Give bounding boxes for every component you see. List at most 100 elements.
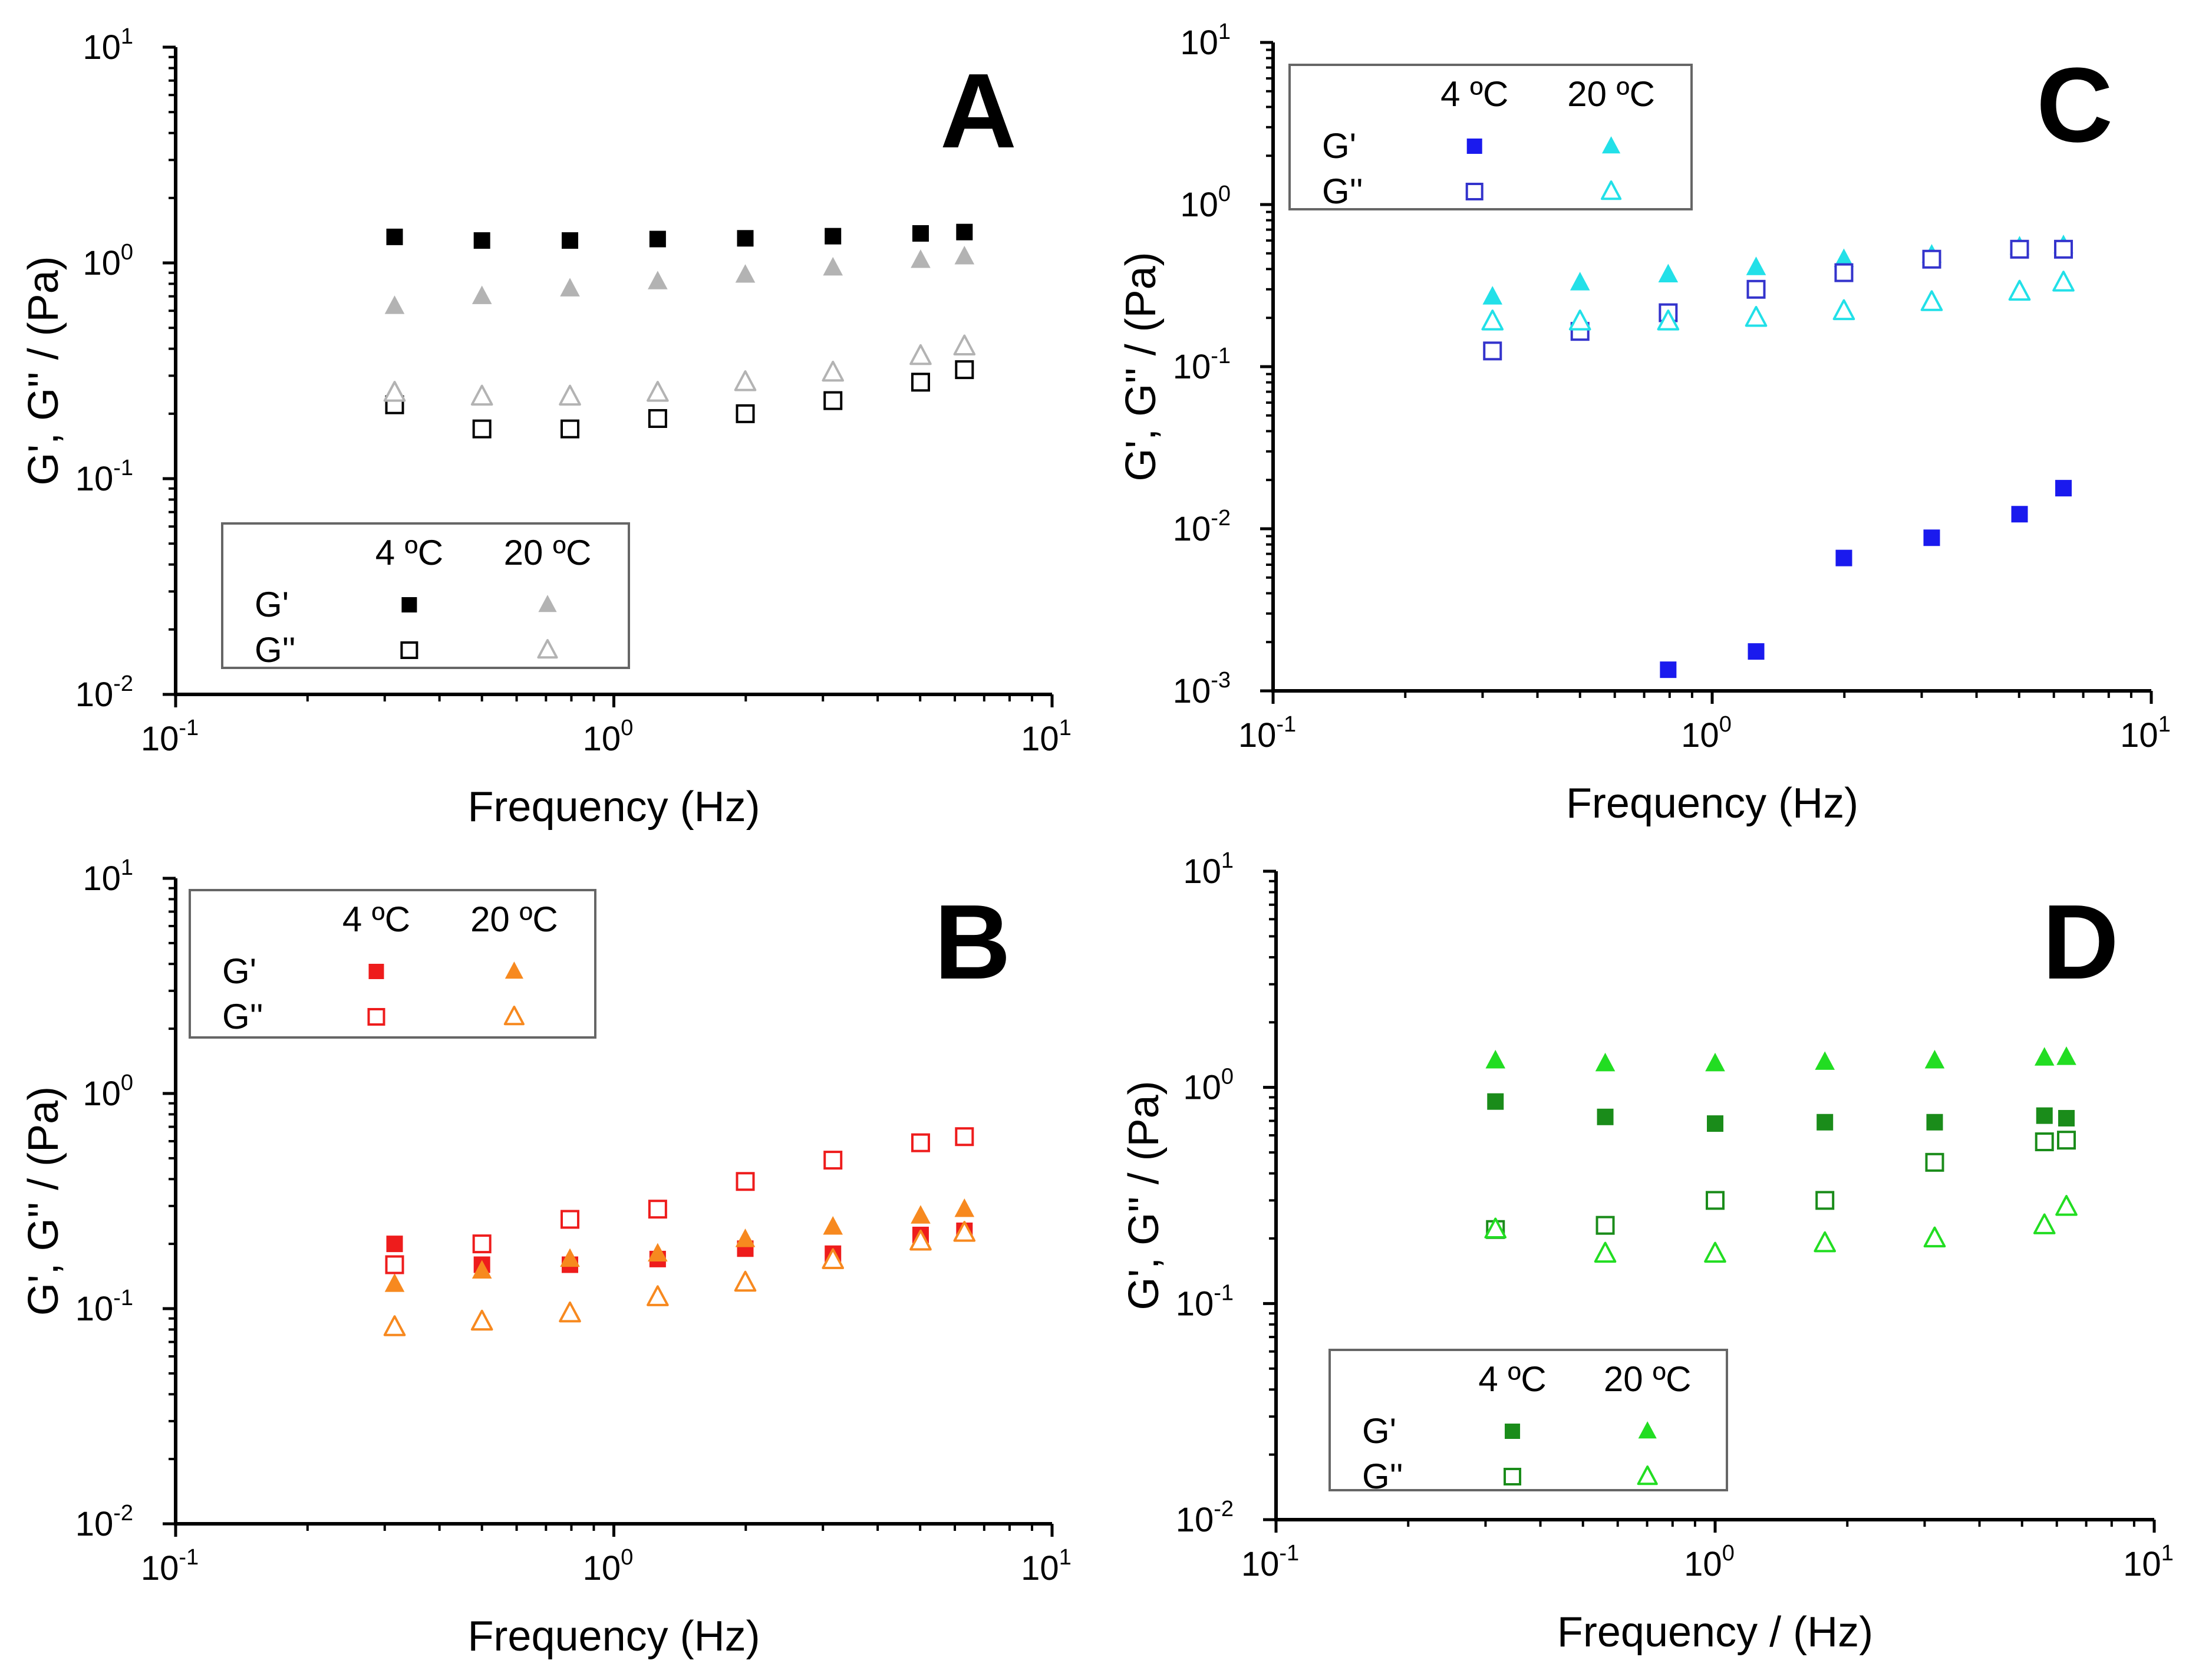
- data-point: [1594, 1241, 1617, 1263]
- data-point: [953, 1221, 976, 1242]
- y-tick-label: 10-1: [75, 456, 133, 498]
- data-point: [912, 225, 929, 242]
- data-point: [909, 344, 932, 365]
- panel-letter: D: [2042, 883, 2119, 1002]
- panel-letter: B: [934, 883, 1011, 1002]
- data-point: [470, 384, 493, 406]
- legend-row-gprime: G': [1322, 126, 1356, 166]
- data-point: [953, 334, 976, 355]
- legend-marker: [1465, 183, 1483, 200]
- data-point: [2055, 480, 2072, 497]
- data-point: [560, 278, 580, 297]
- y-tick-label: 10-1: [1173, 344, 1231, 386]
- data-point: [1597, 1108, 1614, 1125]
- legend-marker: [368, 964, 384, 979]
- data-point: [649, 230, 666, 248]
- data-point: [472, 285, 492, 304]
- x-axis-title: Frequency (Hz): [467, 1613, 760, 1660]
- x-tick-label: 100: [583, 716, 634, 758]
- data-point: [823, 256, 843, 276]
- legend-col-20c: 20 ºC: [1567, 74, 1655, 114]
- data-point: [1704, 1241, 1726, 1263]
- legend-box: [221, 522, 630, 669]
- data-point: [1835, 549, 1852, 566]
- data-point: [825, 228, 842, 245]
- data-point: [1568, 309, 1591, 331]
- y-tick-label: 100: [83, 240, 133, 282]
- series-g-20-c: [1484, 1195, 2078, 1263]
- x-tick-label: 100: [583, 1545, 634, 1587]
- data-point: [1595, 1215, 1615, 1235]
- legend-marker: [503, 1006, 525, 1026]
- series-g-20-c: [384, 246, 975, 314]
- data-point: [1817, 1114, 1834, 1131]
- y-tick-label: 10-2: [75, 1501, 133, 1543]
- legend-row-gdoubleprime: G'': [1362, 1457, 1403, 1496]
- data-point: [1920, 290, 1943, 311]
- x-axis-title: Frequency / (Hz): [1557, 1609, 1873, 1656]
- y-tick-label: 10-2: [75, 671, 133, 714]
- legend-marker: [1466, 139, 1482, 154]
- data-point: [2056, 1046, 2076, 1065]
- legend-marker: [1638, 1421, 1657, 1439]
- data-point: [2011, 506, 2028, 523]
- data-point: [1815, 1191, 1835, 1210]
- data-point: [648, 1243, 668, 1262]
- legend-row-gprime: G': [1362, 1411, 1396, 1451]
- data-point: [1484, 1217, 1507, 1239]
- data-point: [1924, 1050, 1945, 1069]
- data-point: [470, 1309, 493, 1331]
- data-point: [1483, 341, 1502, 361]
- data-point: [472, 1234, 492, 1254]
- data-point: [385, 1255, 404, 1274]
- x-tick-label: 101: [1021, 1545, 1072, 1587]
- data-point: [383, 381, 406, 402]
- legend: 4 ºC 20 ºC G' G'': [189, 889, 596, 1039]
- y-tick-label: 100: [83, 1070, 133, 1113]
- data-point: [648, 1200, 667, 1219]
- data-point: [954, 1198, 975, 1217]
- data-point: [823, 1151, 843, 1170]
- data-point: [822, 360, 845, 382]
- data-point: [1834, 248, 1854, 267]
- legend: 4 ºC 20 ºC G' G'': [1328, 1349, 1728, 1496]
- data-point: [472, 419, 492, 439]
- data-point: [561, 1210, 580, 1229]
- data-point: [954, 246, 975, 265]
- data-point: [561, 419, 580, 439]
- data-point: [2055, 1195, 2078, 1216]
- data-point: [822, 1248, 845, 1269]
- series-g-20-c: [383, 1221, 976, 1336]
- x-tick-label: 100: [1681, 712, 1732, 755]
- data-point: [909, 1229, 932, 1251]
- data-point: [911, 249, 931, 268]
- y-tick-label: 101: [1180, 19, 1231, 62]
- y-tick-label: 10-3: [1173, 668, 1231, 710]
- data-point: [2008, 279, 2031, 301]
- data-point: [384, 1273, 405, 1292]
- y-axis-title: G', G'' / (Pa): [20, 1086, 67, 1316]
- series-g-20-c: [383, 334, 976, 406]
- legend-col-20c: 20 ºC: [504, 533, 592, 572]
- data-point: [734, 1270, 757, 1292]
- data-point: [384, 295, 405, 314]
- data-point: [1657, 309, 1680, 331]
- data-point: [1745, 305, 1768, 327]
- data-point: [647, 1285, 669, 1306]
- legend-row-gdoubleprime: G'': [1322, 172, 1363, 211]
- data-point: [1746, 256, 1766, 275]
- data-point: [2033, 1213, 2056, 1234]
- data-point: [1746, 279, 1766, 299]
- data-point: [648, 271, 668, 289]
- legend: 4 ºC 20 ºC G' G'': [221, 522, 630, 670]
- data-point: [737, 230, 754, 247]
- data-point: [562, 232, 579, 249]
- legend-col-20c: 20 ºC: [470, 900, 558, 939]
- data-point: [1705, 1052, 1725, 1072]
- data-point: [911, 1133, 930, 1152]
- legend-col-4c: 4 ºC: [375, 533, 443, 572]
- y-tick-label: 10-2: [1176, 1497, 1234, 1539]
- x-axis-title: Frequency (Hz): [1566, 780, 1858, 827]
